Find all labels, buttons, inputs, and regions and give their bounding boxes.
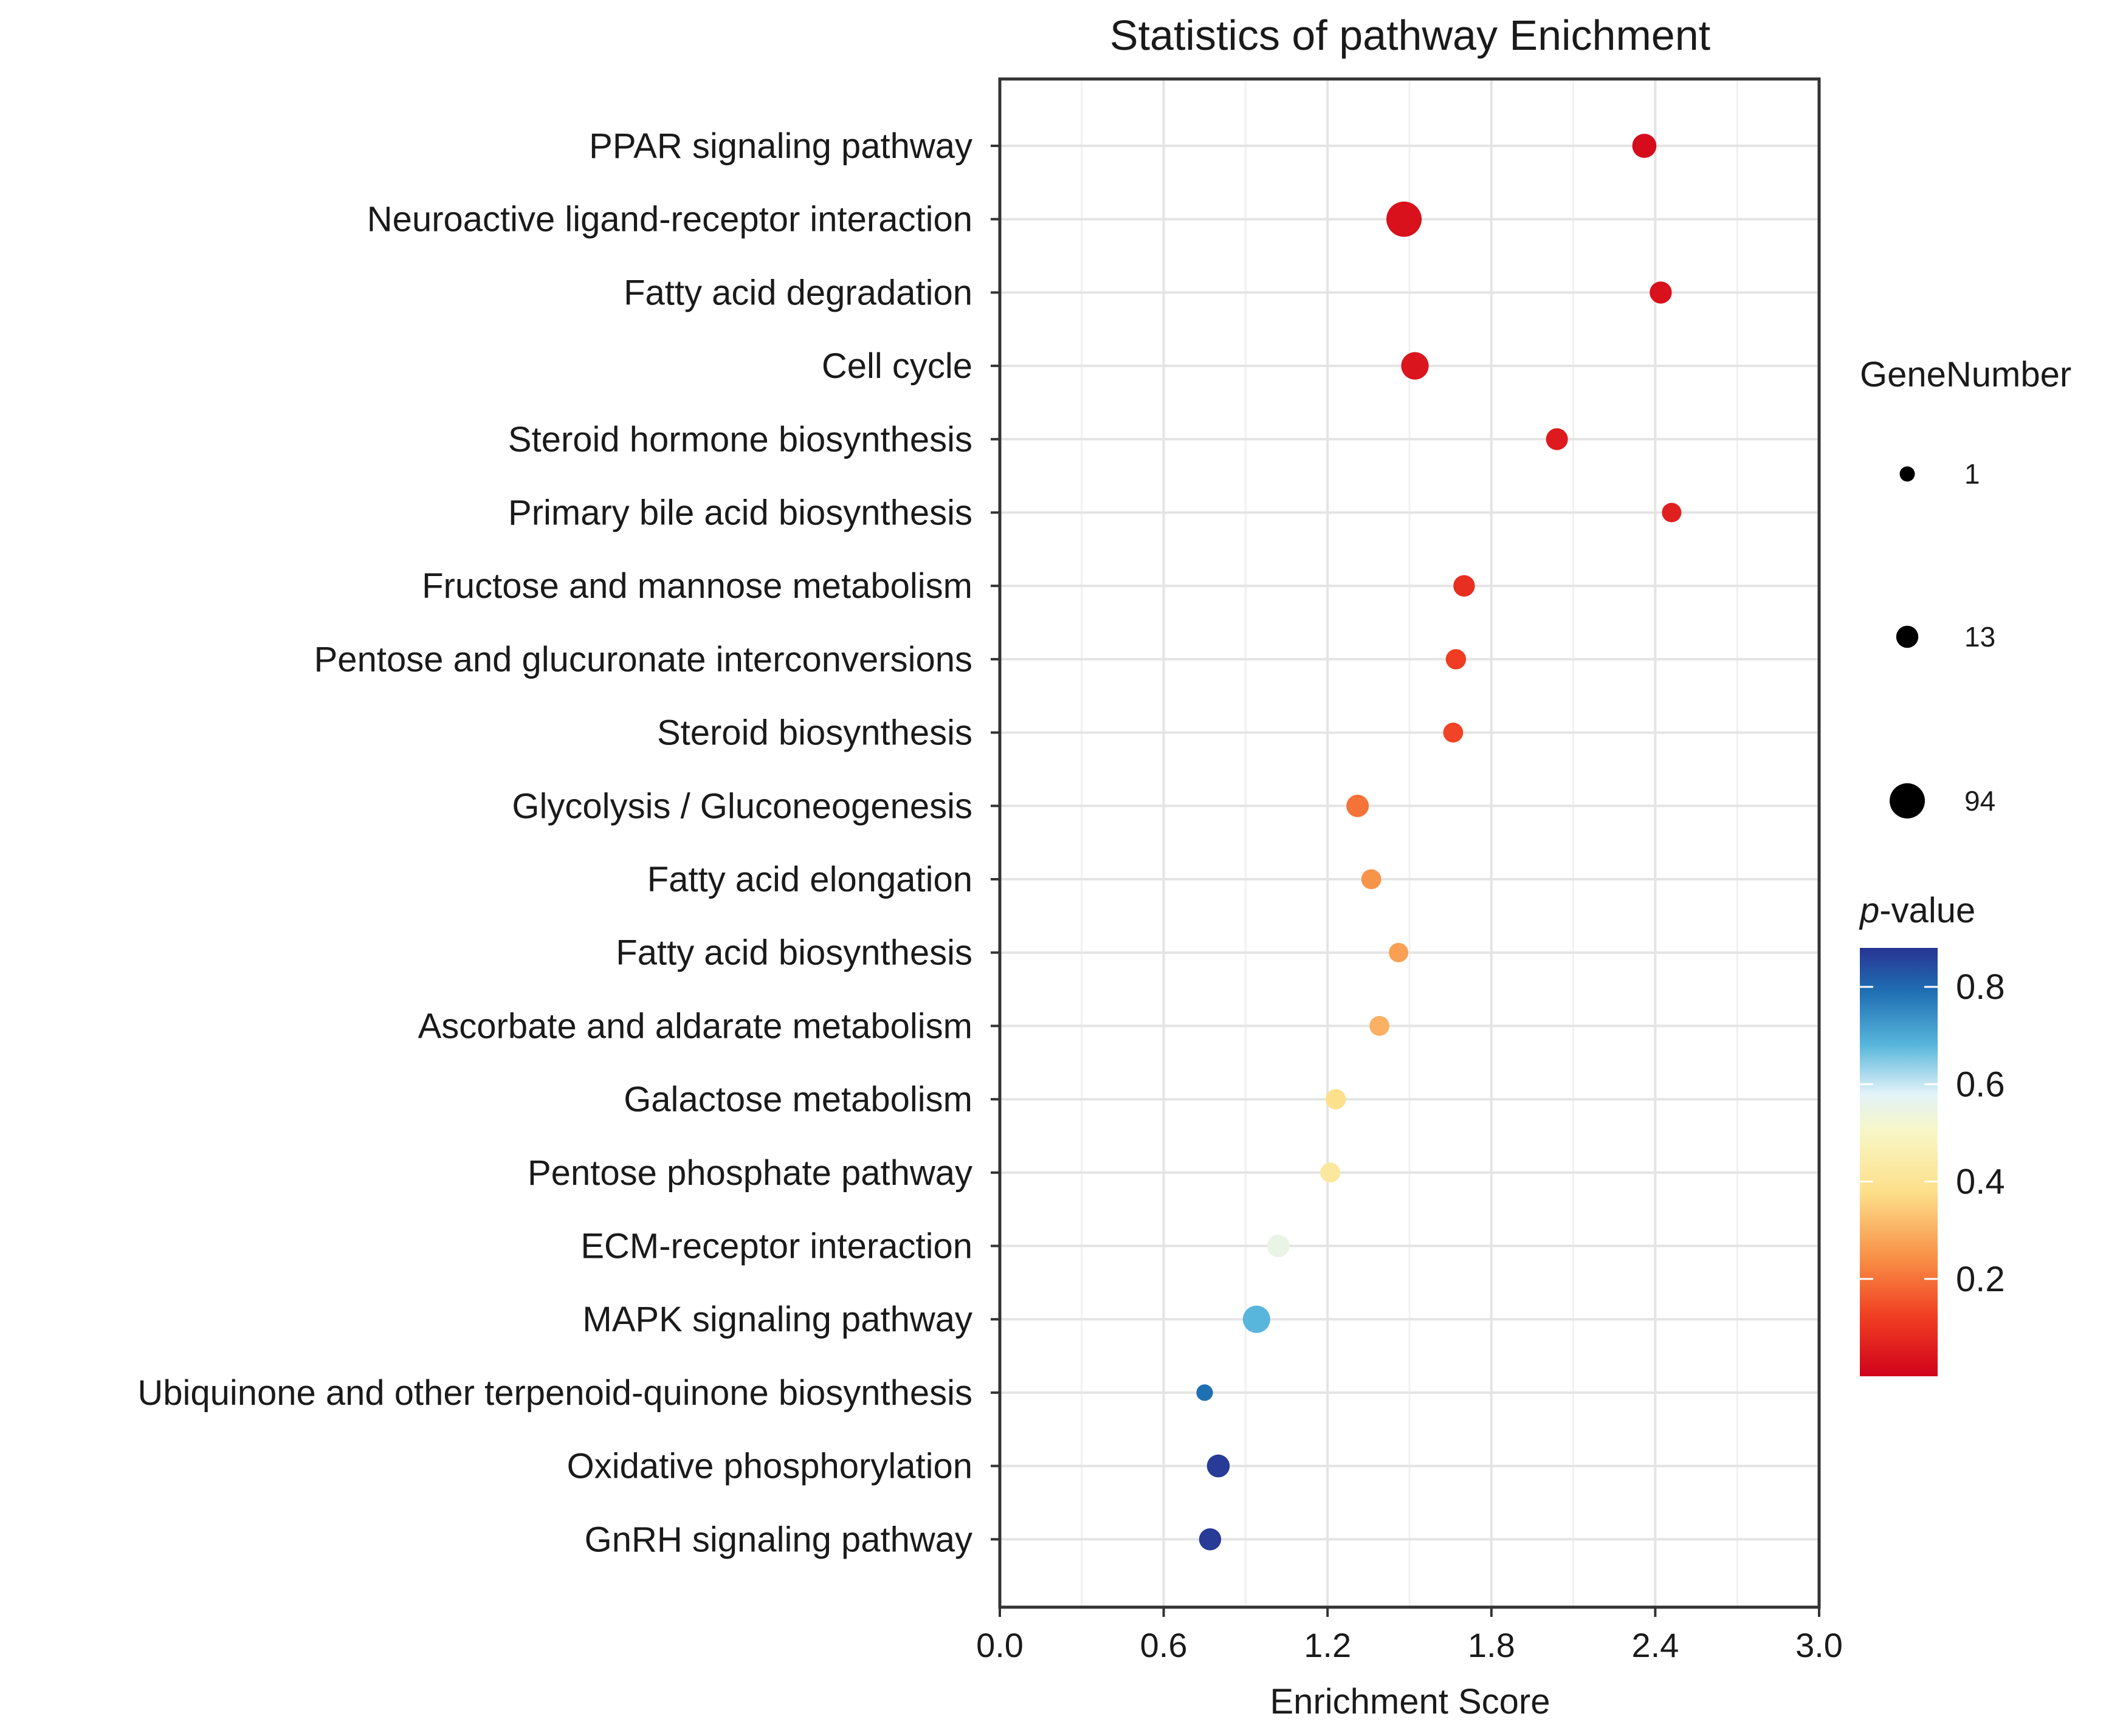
x-tick-label: 2.4: [1631, 1626, 1679, 1664]
data-point: [1320, 1162, 1341, 1183]
x-tick-label: 3.0: [1795, 1626, 1843, 1664]
color-bar-label: 0.6: [1956, 1065, 2005, 1104]
data-point: [1267, 1235, 1290, 1257]
plot-border: [998, 77, 1821, 1609]
data-point: [1361, 869, 1382, 890]
y-tick-label: Steroid hormone biosynthesis: [508, 420, 972, 459]
y-tick-label: Ubiquinone and other terpenoid-quinone b…: [137, 1373, 972, 1413]
y-tick-label: Fatty acid biosynthesis: [616, 933, 972, 973]
y-tick-label: MAPK signaling pathway: [582, 1300, 972, 1339]
color-bar-label: 0.4: [1956, 1162, 2005, 1202]
color-bar: [1860, 948, 1938, 1376]
size-legend-label: 1: [1964, 458, 1980, 490]
color-legend-title-italic: p: [1859, 891, 1879, 930]
color-legend-title-rest: -value: [1879, 891, 1975, 930]
y-tick-label: GnRH signaling pathway: [585, 1520, 972, 1559]
y-tick-label: Cell cycle: [822, 346, 972, 386]
color-legend-title: p-value: [1859, 891, 1975, 930]
data-point: [1325, 1089, 1346, 1110]
data-point: [1453, 575, 1475, 597]
data-point: [1401, 352, 1429, 380]
y-tick-label: Pentose phosphate pathway: [528, 1153, 972, 1193]
y-tick-label: PPAR signaling pathway: [589, 126, 972, 166]
y-tick-label: ECM-receptor interaction: [580, 1227, 972, 1266]
x-tick-label: 0.0: [976, 1626, 1024, 1664]
data-point: [1369, 1016, 1389, 1036]
data-point: [1443, 722, 1464, 743]
size-legend-dot: [1890, 783, 1925, 818]
y-tick-label: Neuroactive ligand-receptor interaction: [367, 200, 972, 239]
x-tick-label: 1.8: [1468, 1626, 1515, 1664]
y-tick-label: Fatty acid degradation: [624, 273, 972, 312]
y-tick-label: Steroid biosynthesis: [657, 713, 972, 753]
axis-layer: PPAR signaling pathway Neuroactive ligand…: [137, 77, 1843, 1664]
color-bar-label: 0.8: [1956, 967, 2005, 1007]
grid-layer: [999, 79, 1820, 1607]
data-point: [1650, 281, 1672, 304]
data-point: [1445, 649, 1467, 670]
size-legend-dot: [1899, 466, 1915, 482]
y-tick-label: Glycolysis / Gluconeogenesis: [512, 786, 972, 826]
data-point: [1389, 942, 1409, 962]
data-point: [1346, 794, 1369, 817]
data-point: [1546, 428, 1568, 450]
data-point: [1632, 134, 1657, 158]
chart-title: Statistics of pathway Enichment: [1110, 12, 1710, 59]
data-point: [1206, 1454, 1230, 1478]
color-bar-label: 0.2: [1956, 1260, 2005, 1299]
y-tick-label: Ascorbate and aldarate metabolism: [418, 1006, 972, 1046]
points-layer: [1196, 134, 1682, 1551]
y-tick-label: Fatty acid elongation: [647, 860, 972, 899]
y-tick-label: Oxidative phosphorylation: [567, 1447, 972, 1486]
data-point: [1386, 201, 1422, 237]
y-tick-label: Pentose and glucuronate interconversions: [314, 640, 972, 679]
size-legend-dot: [1896, 625, 1919, 648]
x-tick-label: 0.6: [1140, 1626, 1188, 1664]
size-legend-label: 94: [1964, 785, 1995, 817]
y-tick-label: Primary bile acid biosynthesis: [508, 493, 972, 533]
data-point: [1196, 1384, 1213, 1401]
y-tick-label: Fructose and mannose metabolism: [422, 566, 972, 606]
legend-layer: GeneNumber p-value 1 13 94 0.8 0.6 0.4 0.2: [1859, 355, 2071, 1376]
size-legend-label: 13: [1964, 621, 1995, 653]
y-tick-label: Galactose metabolism: [624, 1080, 972, 1119]
data-point: [1199, 1528, 1222, 1551]
x-axis-title: Enrichment Score: [1270, 1682, 1550, 1721]
data-point: [1662, 503, 1682, 523]
data-point: [1242, 1305, 1270, 1333]
size-legend-title: GeneNumber: [1860, 355, 2071, 394]
x-tick-label: 1.2: [1304, 1626, 1351, 1664]
